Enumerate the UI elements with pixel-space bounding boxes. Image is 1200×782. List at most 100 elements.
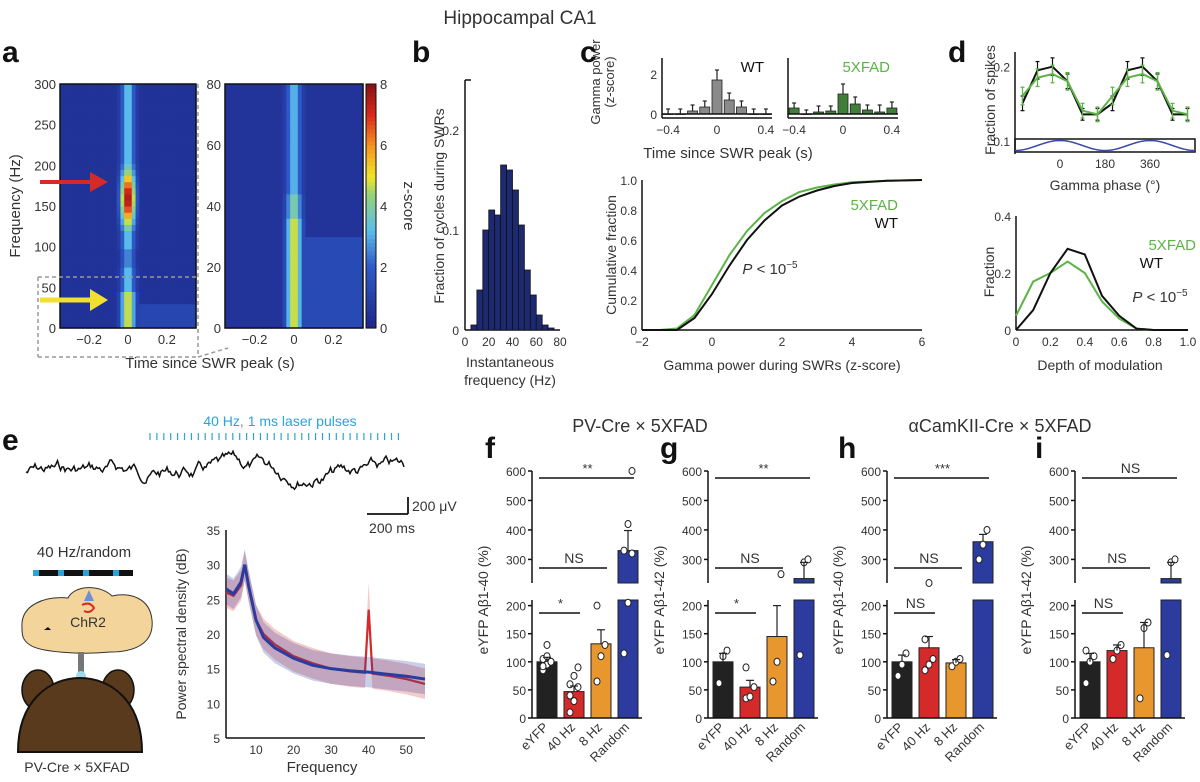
heatmap-cell [351,169,356,177]
colorbar-cell [366,315,376,321]
heatmap-cell [236,279,241,286]
heatmap-cell [139,163,144,170]
heatmap-cell [154,254,159,262]
heatmap-cell [158,90,163,97]
heatmap-cell [67,248,72,256]
heatmap-cell [343,114,349,122]
heatmap-cell [278,224,284,231]
heatmap-cell [309,108,314,116]
heatmap-cell [244,260,249,268]
heatmap-cell [290,138,295,146]
heatmap-cell [94,267,99,274]
heatmap-cell [188,138,193,146]
heatmap-cell [359,181,364,189]
heatmap-cell [297,291,303,299]
heatmap-cell [67,321,72,329]
heatmap-cell [116,303,122,311]
heatmap-cell [63,132,69,140]
heatmap-cell [267,267,272,274]
heatmap-cell [101,102,106,109]
heatmap-cell [359,285,364,292]
heatmap-cell [116,285,122,292]
heatmap-cell [112,193,118,201]
colorbar-cell [366,267,376,272]
colorbar-cell [366,275,376,280]
colorbar-cell [366,287,376,292]
heatmap-cell [336,267,341,274]
colorbar-cell [366,149,376,154]
heatmap-cell [351,108,356,116]
heatmap-cell [67,254,72,262]
heatmap-cell [101,309,106,317]
heatmap-cell [228,132,234,140]
heatmap-cell [131,297,137,305]
heatmap-cell [251,279,257,286]
heatmap-cell [301,169,307,177]
heatmap-cell [320,224,326,231]
heatmap-cell [324,285,330,292]
heatmap-cell [135,138,140,146]
heatmap-cell [274,169,280,177]
heatmap-cell [97,224,103,231]
heatmap-cell [332,90,337,97]
heatmap-cell [180,151,186,158]
heatmap-cell [165,260,171,268]
heatmap-cell [78,169,84,177]
heatmap-cell [340,254,345,262]
heatmap-cell [359,175,364,183]
heatmap-cell [184,84,190,91]
heatmap-cell [355,90,360,97]
heatmap-cell [317,248,322,256]
y-tick-label: 300 [1049,553,1069,567]
heatmap-cell [317,163,322,170]
y-tick-label: 150 [861,628,881,642]
heatmap-cell [336,90,341,97]
heatmap-cell [146,96,152,103]
heatmap-cell [131,279,137,286]
heatmap-cell [135,84,140,91]
heatmap-cell [225,260,230,268]
heatmap-cell [282,206,287,213]
heatmap-cell [94,96,99,103]
heatmap-cell [150,108,156,116]
heatmap-cell [131,193,137,201]
heatmap-cell [347,108,353,116]
heatmap-cell [184,242,190,250]
heatmap-cell [173,297,178,305]
heatmap-cell [259,169,264,177]
heatmap-cell [86,212,91,219]
heatmap-cell [255,279,261,286]
heatmap-cell [359,90,364,97]
heatmap-cell [225,212,230,219]
heatmap-cell [355,279,360,286]
heatmap-cell [63,285,69,292]
heatmap-cell [336,102,341,109]
heatmap-cell [75,303,80,311]
heatmap-cell [124,248,129,256]
heatmap-cell [340,151,345,158]
heatmap-cell [317,260,322,268]
heatmap-cell [67,120,72,128]
heatmap-cell [240,96,245,103]
heatmap-cell [60,187,65,195]
data-point [628,549,636,558]
heatmap-cell [173,279,178,286]
x-tick-label: 0.4 [884,123,901,137]
heatmap-cell [67,218,72,225]
heatmap-cell [244,291,249,299]
heatmap-cell [165,303,171,311]
heatmap-cell [143,315,148,323]
heatmap-cell [139,279,144,286]
heatmap-cell [271,163,276,170]
heatmap-cell [274,181,280,189]
heatmap-cell [320,163,326,170]
heatmap-cell [105,193,110,201]
heatmap-cell [248,236,253,244]
y-axis-label: Power spectral density (dB) [173,548,189,719]
heatmap-cell [309,212,314,219]
heatmap-cell [259,175,264,183]
heatmap-cell [94,218,99,225]
heatmap-cell [282,126,287,134]
heatmap-cell [343,108,349,116]
heatmap-cell [251,120,257,128]
